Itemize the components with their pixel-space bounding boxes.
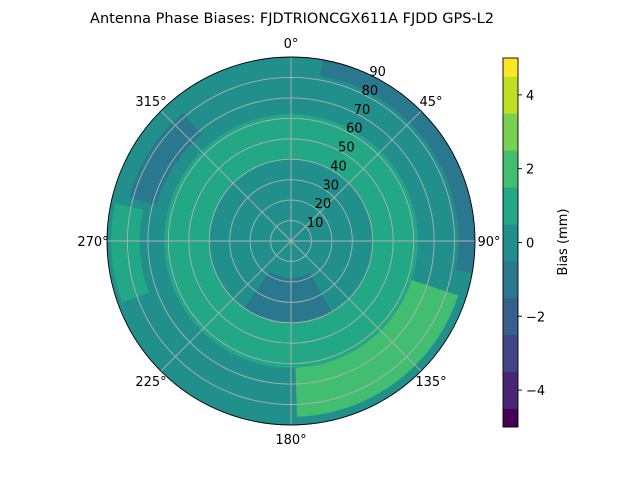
colorbar-band <box>503 297 518 317</box>
colorbar-band <box>503 113 518 133</box>
colorbar-band <box>503 94 518 114</box>
colorbar-bands <box>503 58 518 428</box>
theta-tick-label: 180° <box>275 433 306 448</box>
grid-spoke-45 <box>290 110 422 242</box>
theta-tick-label: 45° <box>419 95 442 110</box>
region-low-north-east-rim <box>320 57 475 274</box>
region-band-south-east <box>295 280 459 417</box>
colorbar-band <box>503 242 518 262</box>
colorbar-ticks: −4 −2 0 2 4 <box>518 89 545 399</box>
radial-tick-labels: 10 20 30 40 50 60 70 80 90 <box>307 65 386 231</box>
radial-tick-label: 10 <box>307 216 324 231</box>
colorbar-band <box>503 168 518 188</box>
colorbar: −4 −2 0 2 4 Bias (mm) <box>502 57 571 428</box>
colorbar-tick-label: 4 <box>526 89 534 104</box>
colorbar-band <box>503 279 518 299</box>
grid-spoke-315 <box>160 110 292 242</box>
radial-tick-label: 90 <box>369 65 386 80</box>
radial-tick-label: 30 <box>322 178 339 193</box>
colorbar-band <box>503 150 518 170</box>
colorbar-band <box>503 76 518 96</box>
colorbar-tick-label: 0 <box>526 237 534 252</box>
polar-grid <box>107 57 475 425</box>
colorbar-band <box>503 187 518 206</box>
region-low-north-west <box>129 112 202 206</box>
colorbar-label: Bias (mm) <box>556 209 571 276</box>
radial-tick-label: 80 <box>362 84 379 99</box>
colorbar-tick-label: −2 <box>526 310 545 325</box>
theta-tick-label: 90° <box>477 235 500 250</box>
colorbar-band <box>503 390 518 409</box>
colorbar-band <box>503 371 518 391</box>
chart-title: Antenna Phase Biases: FJDTRIONCGX611A FJ… <box>90 11 494 27</box>
radial-tick-label: 70 <box>354 103 371 118</box>
colorbar-band <box>503 408 518 428</box>
theta-tick-label: 225° <box>135 375 166 390</box>
colorbar-band <box>503 353 518 373</box>
grid-spoke-135 <box>290 240 422 372</box>
region-low-south <box>244 271 332 323</box>
radial-tick-label: 20 <box>315 197 332 212</box>
colorbar-band <box>503 131 518 151</box>
polar-frame <box>106 56 476 426</box>
colorbar-band <box>503 224 518 243</box>
theta-tick-label: 270° <box>77 235 108 250</box>
colorbar-band <box>503 260 518 280</box>
grid-spoke-225 <box>160 240 292 372</box>
colorbar-tick-label: 2 <box>526 163 534 178</box>
colorbar-band <box>503 205 518 225</box>
radial-tick-label: 50 <box>338 141 355 156</box>
colorbar-band <box>503 58 518 77</box>
theta-tick-label: 135° <box>415 375 446 390</box>
radial-tick-label: 60 <box>346 122 363 137</box>
region-band-west <box>111 203 149 303</box>
polar-axes: 0° 45° 90° 135° 180° 225° 270° 315° 10 20 30 40 50 6… <box>77 37 500 448</box>
colorbar-band <box>503 316 518 336</box>
region-patch-north-east <box>366 158 408 210</box>
radial-tick-label: 40 <box>330 159 347 174</box>
theta-tick-label: 315° <box>135 95 166 110</box>
colorbar-tick-label: −4 <box>526 384 545 399</box>
theta-tick-labels: 0° 45° 90° 135° 180° 225° 270° 315° <box>77 37 500 448</box>
colorbar-band <box>503 334 518 354</box>
theta-tick-label: 0° <box>284 37 299 52</box>
